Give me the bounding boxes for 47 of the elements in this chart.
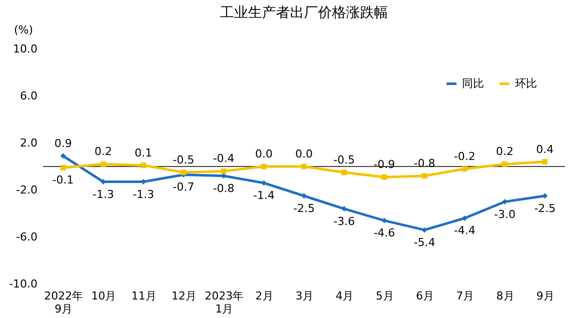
y-tick-label: 2.0 <box>20 136 38 150</box>
x-tick-label: 10月 <box>91 290 116 302</box>
data-label: -3.0 <box>494 208 516 221</box>
data-label: -1.3 <box>92 188 114 201</box>
data-label: 0.4 <box>536 142 554 156</box>
y-axis-title: (%) <box>14 24 34 36</box>
data-label: 0.1 <box>134 146 152 160</box>
data-label: -0.4 <box>212 152 234 166</box>
x-tick-label: 2月 <box>255 290 274 302</box>
data-label: 0.2 <box>94 145 112 158</box>
data-label: 0.0 <box>295 148 313 160</box>
x-tick-label: 2023年 1月 <box>204 290 244 316</box>
data-label: -1.4 <box>253 188 275 202</box>
data-label: -2.5 <box>534 202 556 215</box>
data-label: -3.6 <box>333 214 355 228</box>
x-tick-label: 11月 <box>131 290 156 302</box>
data-label: 0.9 <box>54 136 72 150</box>
data-label: -0.5 <box>172 153 194 166</box>
y-tick-label: -6.0 <box>16 230 38 244</box>
data-label: -2.5 <box>293 202 315 215</box>
x-tick-label: 5月 <box>376 290 394 302</box>
y-tick-label: 6.0 <box>20 90 38 102</box>
data-label: -0.8 <box>212 182 234 195</box>
data-label: -4.6 <box>374 226 396 240</box>
x-tick-label: 4月 <box>336 290 354 302</box>
x-tick-label: 7月 <box>456 290 474 302</box>
x-tick-label: 6月 <box>416 290 434 302</box>
data-label: 0.2 <box>496 145 514 158</box>
chart-title: 工业生产者出厂价格涨跌幅 <box>220 5 388 21</box>
x-tick-label: 2022年 9月 <box>44 290 84 316</box>
data-label: -0.1 <box>52 174 74 187</box>
data-label: -4.4 <box>454 224 476 238</box>
x-tick-label: 12月 <box>172 290 197 302</box>
data-label: -0.5 <box>333 153 355 166</box>
data-label: -5.4 <box>414 236 436 249</box>
data-label: -0.7 <box>172 180 194 194</box>
legend-label: 同比 <box>462 76 484 90</box>
x-tick-label: 9月 <box>536 290 554 302</box>
legend-label: 环比 <box>515 76 537 90</box>
x-tick-label: 8月 <box>496 290 514 302</box>
y-tick-label: -10.0 <box>9 278 38 290</box>
data-label: -1.3 <box>132 188 154 201</box>
y-tick-label: -2.0 <box>16 184 38 196</box>
y-tick-label: 10.0 <box>13 42 38 56</box>
data-label: 0.0 <box>255 148 273 160</box>
x-tick-label: 3月 <box>296 290 314 302</box>
data-label: -0.2 <box>454 150 476 163</box>
